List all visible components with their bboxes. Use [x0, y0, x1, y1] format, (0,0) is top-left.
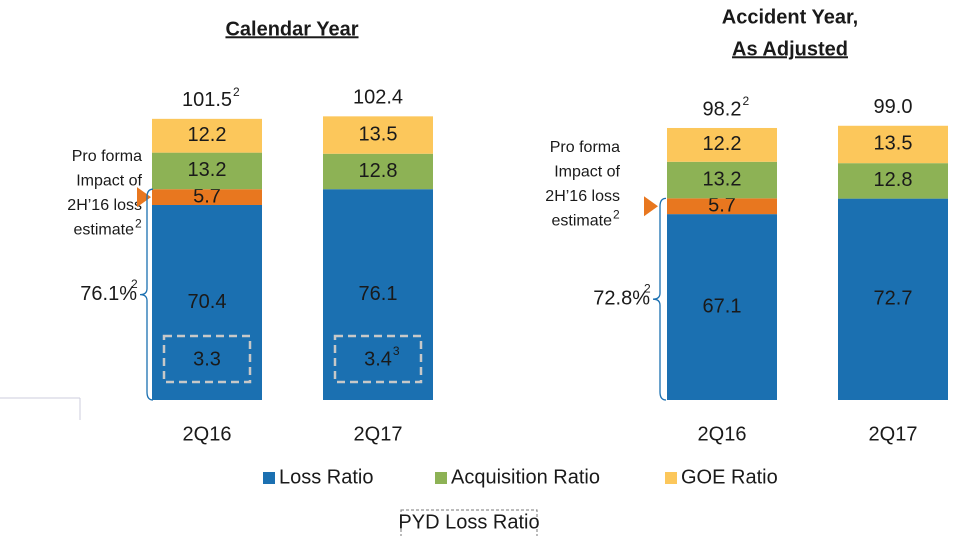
segment-label: 13.5 [359, 123, 398, 145]
annotation: 2H’16 loss [545, 188, 620, 205]
bracket-label: 76.1% [80, 283, 137, 305]
legend-label: PYD Loss Ratio [398, 511, 539, 533]
bracket [139, 188, 154, 401]
footnote-mark: 2 [644, 281, 651, 295]
bar-segment [667, 198, 777, 215]
total-label: 99.0 [874, 96, 913, 118]
bar-segment [152, 204, 262, 400]
footnote-mark: 2 [613, 208, 620, 222]
pyd-label: 3.4 [364, 348, 392, 370]
segment-label: 13.5 [874, 133, 913, 155]
bar-segment [838, 125, 948, 164]
bar-segment [323, 116, 433, 154]
bar-segment [323, 189, 433, 400]
bar-segment [838, 163, 948, 199]
footnote-mark: 2 [135, 217, 142, 231]
bar-segment [152, 189, 262, 205]
legend-label: Acquisition Ratio [451, 466, 600, 488]
footnote-mark: 3 [393, 344, 400, 358]
annotation: Impact of [554, 164, 620, 181]
segment-label: 13.2 [188, 159, 227, 181]
pyd-box [162, 334, 252, 384]
x-tick-label: 2Q17 [354, 423, 403, 445]
segment-label: 5.7 [193, 185, 221, 207]
footnote-mark: 2 [131, 277, 138, 291]
total-label: 102.4 [353, 87, 403, 109]
pyd-box [333, 334, 423, 384]
bar-segment [667, 127, 777, 162]
chart-title: As Adjusted [732, 38, 848, 60]
x-tick-label: 2Q17 [869, 423, 918, 445]
segment-label: 13.2 [703, 168, 742, 190]
chart-title: Accident Year, [722, 6, 858, 28]
pointer [644, 196, 658, 217]
total-label: 98.2 [703, 98, 742, 120]
bracket-label: 72.8% [593, 287, 650, 309]
annotation: Pro forma [550, 139, 620, 156]
legend-swatch [435, 472, 447, 484]
total-label: 101.5 [182, 89, 232, 111]
legend-label: GOE Ratio [681, 466, 778, 488]
segment-label: 12.2 [703, 133, 742, 155]
bar-segment [667, 214, 777, 400]
x-tick-label: 2Q16 [698, 423, 747, 445]
bracket [652, 197, 667, 401]
bar-segment [667, 161, 777, 199]
annotation: estimate [74, 222, 135, 239]
annotation: Pro forma [72, 148, 142, 165]
bar-segment [323, 153, 433, 190]
segment-label: 12.2 [188, 124, 227, 146]
segment-label: 5.7 [708, 195, 736, 217]
bar-segment [152, 118, 262, 153]
annotation: Impact of [76, 173, 142, 190]
legend-label: Loss Ratio [279, 466, 374, 488]
pyd-label: 3.3 [193, 348, 221, 370]
segment-label: 67.1 [703, 295, 742, 317]
chart-title: Calendar Year [225, 18, 358, 40]
segment-label: 72.7 [874, 288, 913, 310]
segment-label: 12.8 [874, 169, 913, 191]
pointer [137, 187, 151, 208]
legend-swatch [263, 472, 275, 484]
footnote-mark: 2 [742, 94, 749, 108]
annotation: estimate [552, 213, 613, 230]
segment-label: 12.8 [359, 160, 398, 182]
bar-segment [838, 198, 948, 400]
x-tick-label: 2Q16 [183, 423, 232, 445]
bar-segment [152, 152, 262, 190]
footnote-mark: 2 [233, 85, 240, 99]
segment-label: 76.1 [359, 283, 398, 305]
legend-swatch [665, 472, 677, 484]
legend-pyd-box [400, 509, 538, 536]
segment-label: 70.4 [188, 291, 227, 313]
annotation: 2H’16 loss [67, 197, 142, 214]
